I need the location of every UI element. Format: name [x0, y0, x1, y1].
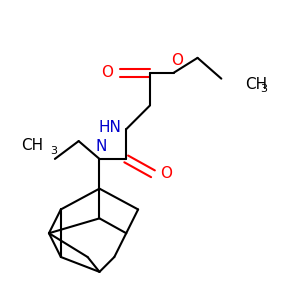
Text: CH: CH [21, 138, 43, 153]
Text: HN: HN [99, 120, 122, 135]
Text: 3: 3 [261, 84, 268, 94]
Text: O: O [171, 53, 183, 68]
Text: CH: CH [245, 77, 267, 92]
Text: O: O [101, 65, 113, 80]
Text: O: O [160, 166, 172, 181]
Text: N: N [95, 140, 106, 154]
Text: 3: 3 [50, 146, 57, 156]
